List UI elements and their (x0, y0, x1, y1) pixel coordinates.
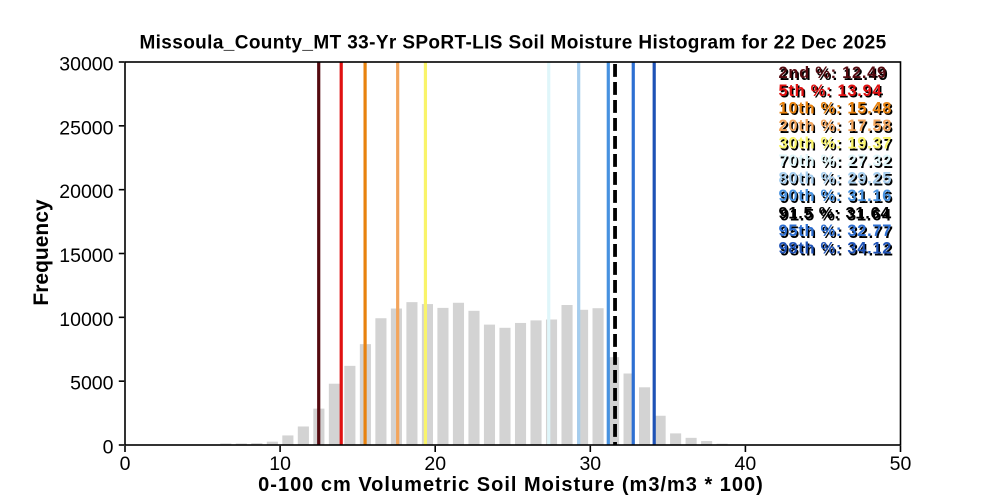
svg-text:20th %: 17.58: 20th %: 17.58 (779, 117, 893, 135)
svg-text:30: 30 (579, 453, 601, 475)
svg-text:80th %: 29.25: 80th %: 29.25 (779, 170, 893, 188)
svg-text:95th %: 32.77: 95th %: 32.77 (779, 222, 893, 240)
svg-text:2nd %: 12.49: 2nd %: 12.49 (779, 64, 887, 82)
svg-text:40: 40 (735, 453, 757, 475)
svg-text:90th %: 31.16: 90th %: 31.16 (780, 189, 894, 207)
svg-text:98th %: 34.12: 98th %: 34.12 (780, 242, 894, 260)
svg-text:95th %: 32.77: 95th %: 32.77 (780, 224, 894, 242)
svg-text:0: 0 (120, 453, 131, 475)
svg-text:91.5 %: 31.64: 91.5 %: 31.64 (779, 205, 891, 223)
svg-text:70th %: 27.32: 70th %: 27.32 (780, 154, 894, 172)
svg-text:15000: 15000 (59, 245, 113, 267)
svg-text:5th %: 13.94: 5th %: 13.94 (780, 84, 884, 102)
svg-text:20th %: 17.58: 20th %: 17.58 (780, 119, 894, 137)
svg-text:10: 10 (269, 453, 291, 475)
svg-text:0-100 cm Volumetric Soil Moist: 0-100 cm Volumetric Soil Moisture (m3/m3… (258, 474, 764, 496)
svg-text:30th %: 19.37: 30th %: 19.37 (779, 134, 893, 152)
svg-text:Frequency: Frequency (30, 199, 53, 306)
svg-text:30000: 30000 (59, 54, 113, 76)
svg-text:Missoula_County_MT 33-Yr SPoRT: Missoula_County_MT 33-Yr SPoRT-LIS Soil … (139, 33, 886, 54)
svg-text:70th %: 27.32: 70th %: 27.32 (779, 152, 893, 170)
svg-text:91.5 %: 31.64: 91.5 %: 31.64 (780, 207, 892, 225)
svg-text:5000: 5000 (70, 373, 114, 395)
svg-text:10th %: 15.48: 10th %: 15.48 (779, 99, 893, 117)
svg-text:90th %: 31.16: 90th %: 31.16 (779, 187, 893, 205)
svg-text:20000: 20000 (59, 181, 113, 203)
svg-text:5th %: 13.94: 5th %: 13.94 (779, 82, 883, 100)
svg-text:98th %: 34.12: 98th %: 34.12 (779, 240, 893, 258)
svg-text:2nd %: 12.49: 2nd %: 12.49 (780, 66, 888, 84)
svg-text:20: 20 (424, 453, 446, 475)
svg-text:50: 50 (890, 453, 912, 475)
svg-text:25000: 25000 (59, 117, 113, 139)
svg-text:80th %: 29.25: 80th %: 29.25 (780, 171, 894, 189)
svg-text:10000: 10000 (59, 309, 113, 331)
svg-text:0: 0 (103, 437, 114, 459)
svg-text:30th %: 19.37: 30th %: 19.37 (780, 136, 894, 154)
svg-text:10th %: 15.48: 10th %: 15.48 (780, 101, 894, 119)
